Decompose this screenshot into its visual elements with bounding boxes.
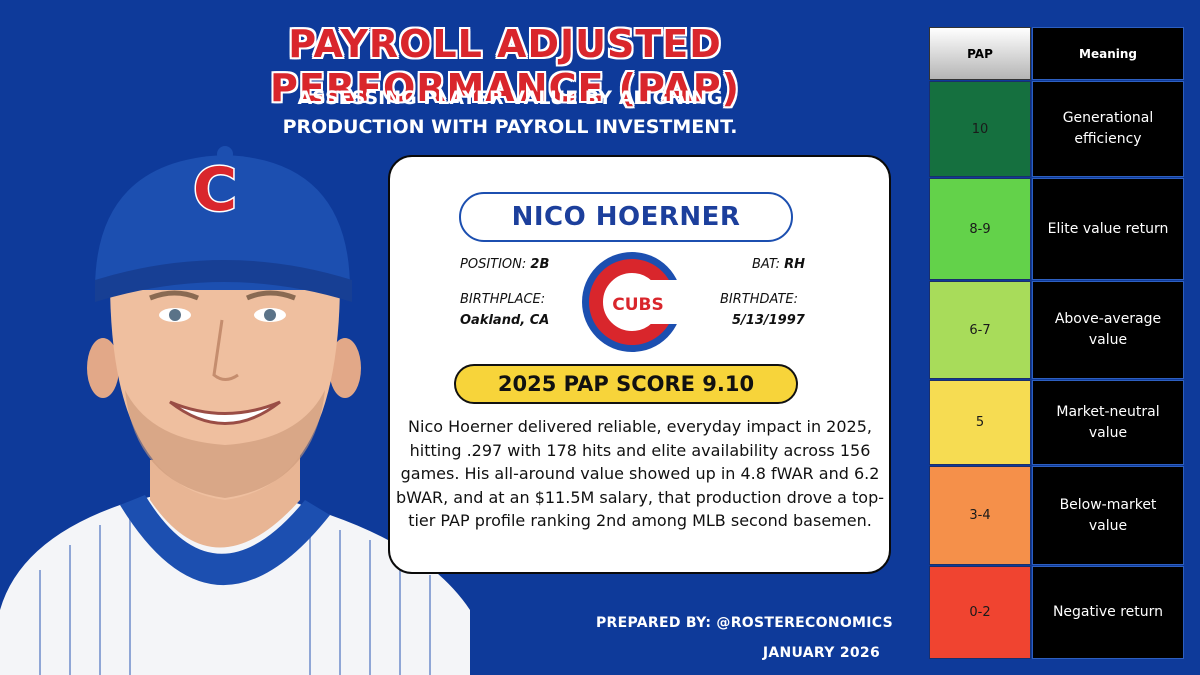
position-value: 2B bbox=[530, 257, 550, 272]
cubs-logo-text: CUBS bbox=[612, 295, 663, 315]
legend-pap-cell: 8-9 bbox=[929, 178, 1031, 280]
position-field: POSITION: 2B bbox=[460, 257, 550, 272]
legend-pap-cell: 0-2 bbox=[929, 566, 1031, 659]
legend-pap-cell: 5 bbox=[929, 380, 1031, 465]
cap-logo: C bbox=[193, 155, 237, 225]
legend-meaning-cell: Market-neutral value bbox=[1032, 380, 1184, 465]
subtitle-line-2: PRODUCTION WITH PAYROLL INVESTMENT. bbox=[282, 116, 738, 138]
player-photo: C bbox=[0, 146, 470, 675]
birthdate-label: BIRTHDATE: bbox=[720, 292, 798, 307]
legend-meaning-cell: Elite value return bbox=[1032, 178, 1184, 280]
page-subtitle: ASSESSING PLAYER VALUE BY ALIGNING PRODU… bbox=[230, 84, 790, 142]
prepared-by: PREPARED BY: @ROSTERECONOMICS bbox=[595, 615, 893, 631]
cubs-logo: CUBS bbox=[582, 252, 682, 352]
legend-meaning-cell: Generational efficiency bbox=[1032, 81, 1184, 177]
birthplace-value: Oakland, CA bbox=[460, 313, 550, 328]
player-name: NICO HOERNER bbox=[459, 192, 793, 242]
bat-field: BAT: RH bbox=[752, 257, 806, 272]
legend-meaning-cell: Above-average value bbox=[1032, 281, 1184, 379]
legend-meaning-cell: Negative return bbox=[1032, 566, 1184, 659]
report-date: JANUARY 2026 bbox=[762, 645, 880, 661]
pap-score-badge: 2025 PAP SCORE 9.10 bbox=[454, 364, 798, 404]
legend-header-pap: PAP bbox=[929, 27, 1031, 80]
legend-header-meaning: Meaning bbox=[1032, 27, 1184, 80]
legend-pap-cell: 3-4 bbox=[929, 466, 1031, 565]
legend-meaning-cell: Below-market value bbox=[1032, 466, 1184, 565]
subtitle-line-1: ASSESSING PLAYER VALUE BY ALIGNING bbox=[297, 87, 723, 109]
player-summary: Nico Hoerner delivered reliable, everyda… bbox=[395, 417, 885, 530]
legend-pap-cell: 10 bbox=[929, 81, 1031, 177]
birthplace-label: BIRTHPLACE: bbox=[460, 292, 546, 307]
birthdate-value: 5/13/1997 bbox=[732, 313, 805, 328]
bat-value: RH bbox=[784, 257, 806, 272]
page-title: PAYROLL ADJUSTED PERFORMANCE (PAP) bbox=[269, 22, 741, 110]
legend-pap-cell: 6-7 bbox=[929, 281, 1031, 379]
